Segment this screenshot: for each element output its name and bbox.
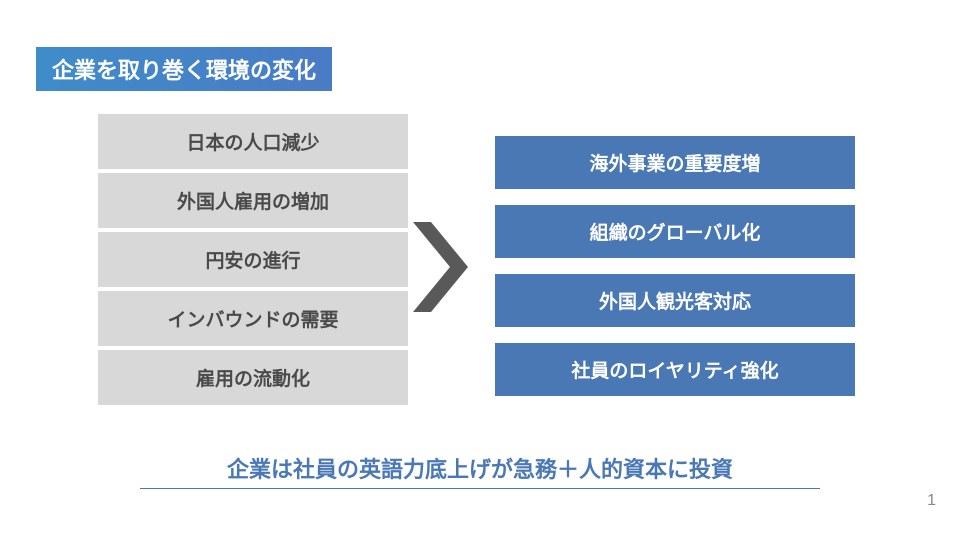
title-banner: 企業を取り巻く環境の変化 [36, 47, 332, 91]
page-number: 1 [927, 492, 936, 510]
right-box-2: 外国人観光客対応 [495, 274, 855, 327]
left-box-4: 雇用の流動化 [98, 350, 408, 405]
left-column: 日本の人口減少 外国人雇用の増加 円安の進行 インバウンドの需要 雇用の流動化 [98, 114, 408, 405]
left-box-2: 円安の進行 [98, 232, 408, 287]
right-column: 海外事業の重要度増 組織のグローバル化 外国人観光客対応 社員のロイヤリティ強化 [495, 136, 855, 396]
left-box-0: 日本の人口減少 [98, 114, 408, 169]
right-box-0: 海外事業の重要度増 [495, 136, 855, 189]
bottom-underline [140, 488, 820, 489]
left-box-3: インバウンドの需要 [98, 291, 408, 346]
right-box-1: 組織のグローバル化 [495, 205, 855, 258]
left-box-1: 外国人雇用の増加 [98, 173, 408, 228]
bottom-text: 企業は社員の英語力底上げが急務＋人的資本に投資 [0, 452, 960, 484]
title-text: 企業を取り巻く環境の変化 [52, 58, 316, 83]
right-box-3: 社員のロイヤリティ強化 [495, 343, 855, 396]
